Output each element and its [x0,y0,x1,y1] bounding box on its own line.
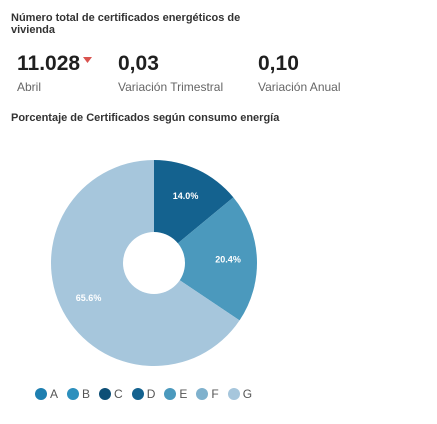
kpi-quarterly-label: Variación Trimestral [118,80,224,94]
chart-title: Porcentaje de Certificados según consumo… [11,112,280,124]
chart-legend: A B C D E F G [35,387,252,401]
legend-dot-icon [164,388,177,400]
legend-item-c[interactable]: C [99,387,123,401]
kpi-total-value: 11.028 [17,52,81,75]
kpi-quarterly-value: 0,03 [118,52,159,75]
legend-dot-icon [131,388,144,400]
kpi-annual-label: Variación Anual [258,80,341,94]
pie-label-d: 14.0% [173,191,199,201]
legend-item-e[interactable]: E [164,387,187,401]
legend-label: F [211,387,219,401]
legend-dot-icon [196,388,209,400]
legend-item-d[interactable]: D [131,387,156,401]
pie-center-hole [123,232,185,294]
kpi-quarterly-variation: 0,03 Variación Trimestral [118,52,223,94]
kpi-total-certificates: 11.028 Abril [17,52,93,94]
legend-item-b[interactable]: B [67,387,90,401]
legend-label: A [50,387,59,401]
legend-label: E [179,387,188,401]
kpi-annual-variation: 0,10 Variación Anual [258,52,341,94]
legend-label: D [146,387,156,401]
legend-dot-icon [35,388,47,400]
trend-down-icon [83,57,93,63]
legend-dot-icon [99,388,112,400]
page-title: Número total de certificados energéticos… [11,12,241,36]
legend-dot-icon [67,388,80,400]
legend-item-a[interactable]: A [35,387,58,401]
kpi-total-label: Abril [17,80,42,94]
pie-slice-e[interactable] [154,197,257,321]
legend-label: G [242,387,253,401]
legend-label: C [114,387,123,401]
legend-dot-icon [227,388,240,400]
pie-label-g: 65.6% [76,293,102,303]
legend-label: B [82,387,91,401]
pie-label-e: 20.4% [215,254,241,264]
energy-rating-pie-chart: 14.0% 20.4% 65.6% [50,160,257,366]
legend-item-f[interactable]: F [196,387,219,401]
kpi-annual-value: 0,10 [258,52,299,75]
pie-slice-d[interactable] [154,160,234,263]
legend-item-g[interactable]: G [227,387,253,401]
